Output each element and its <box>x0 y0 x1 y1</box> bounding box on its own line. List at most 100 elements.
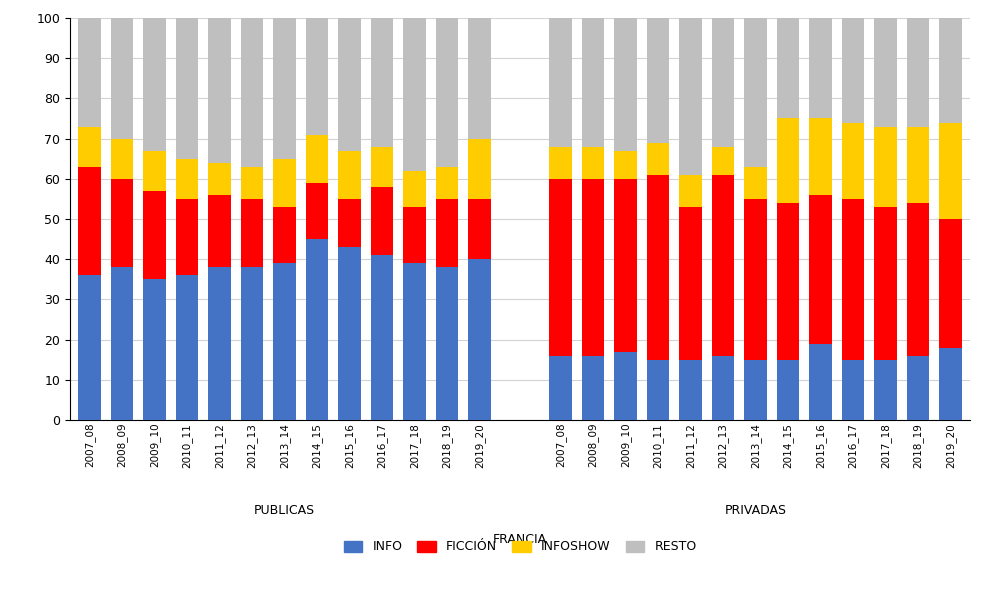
Bar <box>403 263 426 420</box>
Bar <box>338 151 361 199</box>
Bar <box>679 175 702 207</box>
Legend: INFO, FICCIÓN, INFOSHOW, RESTO: INFO, FICCIÓN, INFOSHOW, RESTO <box>338 535 702 559</box>
Bar <box>582 18 604 146</box>
Bar <box>436 199 458 267</box>
Bar <box>436 267 458 420</box>
Text: PRIVADAS: PRIVADAS <box>725 505 787 517</box>
Bar <box>306 183 328 239</box>
Bar <box>176 275 198 420</box>
Bar <box>208 163 231 195</box>
Bar <box>744 359 767 420</box>
Bar <box>468 259 491 420</box>
Bar <box>78 275 101 420</box>
Bar <box>273 18 296 158</box>
Bar <box>712 146 734 175</box>
Bar <box>549 18 572 146</box>
Bar <box>403 18 426 171</box>
Bar <box>273 207 296 263</box>
Bar <box>582 179 604 356</box>
Bar <box>679 18 702 175</box>
Bar <box>907 356 929 420</box>
Bar <box>842 18 864 122</box>
Text: FRANCIA: FRANCIA <box>493 533 547 545</box>
Bar <box>143 191 166 279</box>
Bar <box>549 356 572 420</box>
Bar <box>436 167 458 199</box>
Bar <box>549 146 572 179</box>
Bar <box>176 199 198 275</box>
Bar <box>582 356 604 420</box>
Bar <box>78 167 101 275</box>
Bar <box>371 18 393 146</box>
Bar <box>143 18 166 151</box>
Bar <box>111 179 133 267</box>
Bar <box>874 127 897 207</box>
Bar <box>777 203 799 359</box>
Bar <box>111 139 133 179</box>
Bar <box>273 158 296 207</box>
Bar <box>371 187 393 255</box>
Bar <box>338 247 361 420</box>
Bar <box>679 359 702 420</box>
Bar <box>842 199 864 359</box>
Bar <box>338 199 361 247</box>
Bar <box>744 18 767 167</box>
Bar <box>143 151 166 191</box>
Text: PUBLICAS: PUBLICAS <box>254 505 315 517</box>
Bar <box>338 18 361 151</box>
Bar <box>208 267 231 420</box>
Bar <box>842 122 864 199</box>
Bar <box>679 207 702 359</box>
Bar <box>614 18 637 151</box>
Bar <box>809 344 832 420</box>
Bar <box>176 18 198 158</box>
Bar <box>436 18 458 167</box>
Bar <box>712 356 734 420</box>
Bar <box>306 239 328 420</box>
Bar <box>647 175 669 359</box>
Bar <box>241 267 263 420</box>
Bar <box>403 171 426 207</box>
Bar <box>777 359 799 420</box>
Bar <box>809 18 832 118</box>
Bar <box>907 127 929 203</box>
Bar <box>614 179 637 352</box>
Bar <box>777 18 799 118</box>
Bar <box>939 18 962 122</box>
Bar <box>647 359 669 420</box>
Bar <box>208 18 231 163</box>
Bar <box>549 179 572 356</box>
Bar <box>176 158 198 199</box>
Bar <box>907 18 929 127</box>
Bar <box>842 359 864 420</box>
Bar <box>468 18 491 139</box>
Bar <box>582 146 604 179</box>
Bar <box>403 207 426 263</box>
Bar <box>371 146 393 187</box>
Bar <box>939 347 962 420</box>
Bar <box>78 18 101 127</box>
Bar <box>241 199 263 267</box>
Bar <box>647 18 669 143</box>
Bar <box>712 18 734 146</box>
Bar <box>78 127 101 167</box>
Bar <box>241 18 263 167</box>
Bar <box>874 207 897 359</box>
Bar <box>874 18 897 127</box>
Bar <box>468 139 491 199</box>
Bar <box>744 167 767 199</box>
Bar <box>777 118 799 203</box>
Bar <box>614 352 637 420</box>
Bar <box>939 122 962 219</box>
Bar <box>939 219 962 347</box>
Bar <box>111 267 133 420</box>
Bar <box>647 143 669 175</box>
Bar <box>143 279 166 420</box>
Bar <box>371 255 393 420</box>
Bar <box>468 199 491 259</box>
Bar <box>744 199 767 359</box>
Bar <box>874 359 897 420</box>
Bar <box>273 263 296 420</box>
Bar <box>111 18 133 139</box>
Bar <box>809 118 832 195</box>
